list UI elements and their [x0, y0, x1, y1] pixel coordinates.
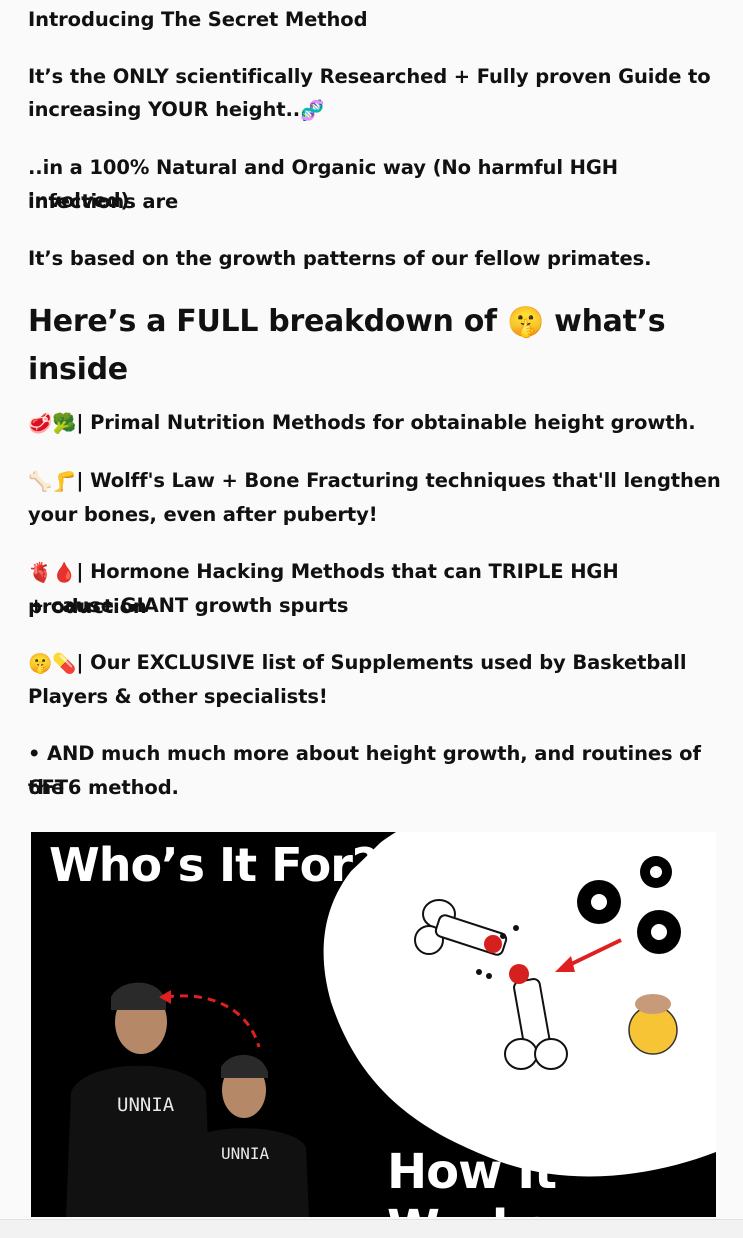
gears-icon — [577, 856, 681, 954]
claim-line-2-text: increasing YOUR height.. — [28, 98, 301, 121]
shirt-label-1: UNNIA — [117, 1094, 175, 1116]
natural-line-1: ..in a 100% Natural and Organic way (No … — [28, 156, 618, 213]
list-item-hormone-text: | Hormone Hacking Methods that can TRIPL… — [28, 560, 619, 618]
list-item-more-2: 6FT6 method. — [28, 776, 179, 799]
heart-drop-icon: 🫀🩸 — [28, 560, 77, 584]
breakdown-heading-line-2: inside — [28, 352, 128, 387]
bottom-edge-bar — [0, 1219, 743, 1238]
person-tall — [66, 982, 211, 1217]
heading-text-a: Here’s a FULL breakdown of — [28, 304, 497, 339]
list-item-nutrition: 🥩🥦| Primal Nutrition Methods for obtaina… — [28, 406, 723, 441]
list-item-hormone-2: + cause GIANT growth spurts — [28, 594, 349, 617]
shush-pill-icon: 🤫💊 — [28, 651, 77, 675]
list-item-supplements-2: Players & other specialists! — [28, 685, 328, 708]
person-short — [176, 1054, 309, 1217]
list-item-bones-1: 🦴🦵| Wolff's Law + Bone Fracturing techni… — [28, 464, 723, 499]
meat-broccoli-icon: 🥩🥦 — [28, 411, 77, 435]
list-item-more-1: • AND much much more about height growth… — [28, 742, 701, 799]
shirt-label-2: UNNIA — [221, 1144, 270, 1163]
natural-line-2: involved). — [28, 189, 137, 212]
intro-line: Introducing The Secret Method — [28, 8, 368, 31]
bone-lower — [504, 978, 568, 1070]
bone-upper — [414, 899, 508, 956]
list-item-bones-text: | Wolff's Law + Bone Fracturing techniqu… — [76, 469, 721, 492]
based-line: It’s based on the growth patterns of our… — [28, 247, 652, 270]
banner-subtitle: How It Works — [387, 1144, 557, 1217]
breakdown-heading-line-1: Here’s a FULL breakdown of 🤫 what’s — [28, 298, 723, 346]
banner-graphic — [31, 832, 716, 1217]
list-item-hormone-1: 🫀🩸| Hormone Hacking Methods that can TRI… — [28, 555, 723, 624]
dna-icon: 🧬 — [300, 98, 325, 122]
list-item-supplements-text: | Our EXCLUSIVE list of Supplements used… — [76, 651, 687, 674]
promo-banner-image: Who’s It For? UNNIA UNNIA How It Works — [31, 832, 716, 1217]
list-item-supplements-1: 🤫💊| Our EXCLUSIVE list of Supplements us… — [28, 646, 723, 681]
bone-leg-icon: 🦴🦵 — [28, 469, 77, 493]
list-item-bones-2: your bones, even after puberty! — [28, 503, 378, 526]
list-item-nutrition-text: | Primal Nutrition Methods for obtainabl… — [76, 411, 696, 434]
claim-line-2: increasing YOUR height..🧬 — [28, 93, 723, 128]
banner-title: Who’s It For? — [49, 838, 379, 892]
heading-text-b: what’s — [554, 304, 666, 339]
shushing-face-icon: 🤫 — [506, 305, 545, 340]
claim-line-1: It’s the ONLY scientifically Researched … — [28, 65, 711, 88]
